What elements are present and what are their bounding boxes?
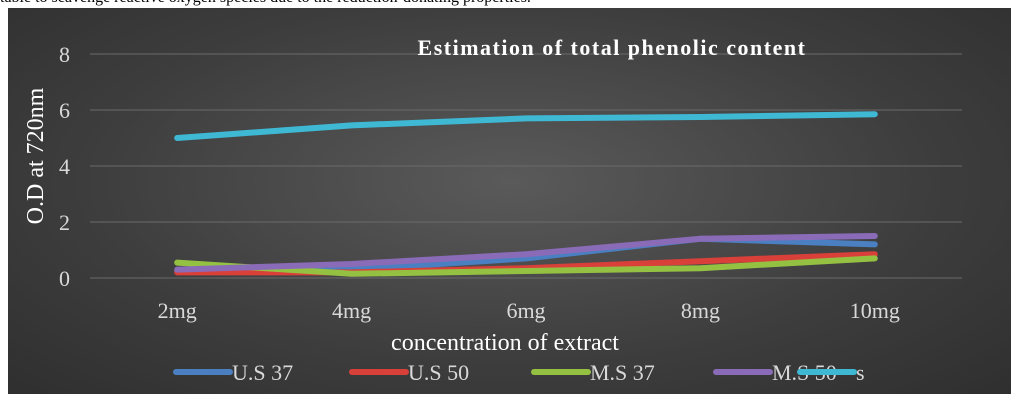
y-tick-labels: 0 2 4 6 8	[59, 42, 70, 291]
y-tick-label: 2	[59, 210, 70, 235]
series-line-2	[174, 255, 878, 277]
y-tick-label: 0	[59, 266, 70, 291]
x-tick-labels: 2mg 4mg 6mg 8mg 10mg	[158, 298, 900, 323]
chart-title: Estimation of total phenolic content	[418, 35, 807, 60]
x-tick-label: 2mg	[158, 298, 197, 323]
y-tick-label: 6	[59, 98, 70, 123]
gridlines	[90, 53, 962, 279]
series-lines	[174, 111, 878, 277]
x-tick-label: 6mg	[506, 298, 545, 323]
y-tick-label: 4	[59, 154, 70, 179]
x-tick-label: 10mg	[850, 298, 900, 323]
legend-label-1: U.S 50	[408, 360, 469, 385]
page-top-text: table to scavenge reactive oxygen specie…	[0, 0, 1019, 8]
chart-panel	[8, 8, 1011, 394]
legend-label-4: s	[856, 360, 865, 385]
legend-label-2: M.S 37	[590, 360, 655, 385]
x-axis-label: concentration of extract	[391, 330, 619, 356]
x-tick-label: 4mg	[332, 298, 371, 323]
legend-label-0: U.S 37	[232, 360, 293, 385]
x-tick-label: 8mg	[681, 298, 720, 323]
series-line-3	[174, 233, 878, 273]
y-axis-label: O.D at 720nm	[23, 87, 49, 224]
series-line-4	[174, 111, 878, 141]
legend: U.S 37U.S 50M.S 37M.S 50s	[173, 360, 865, 385]
y-tick-label: 8	[59, 42, 70, 67]
